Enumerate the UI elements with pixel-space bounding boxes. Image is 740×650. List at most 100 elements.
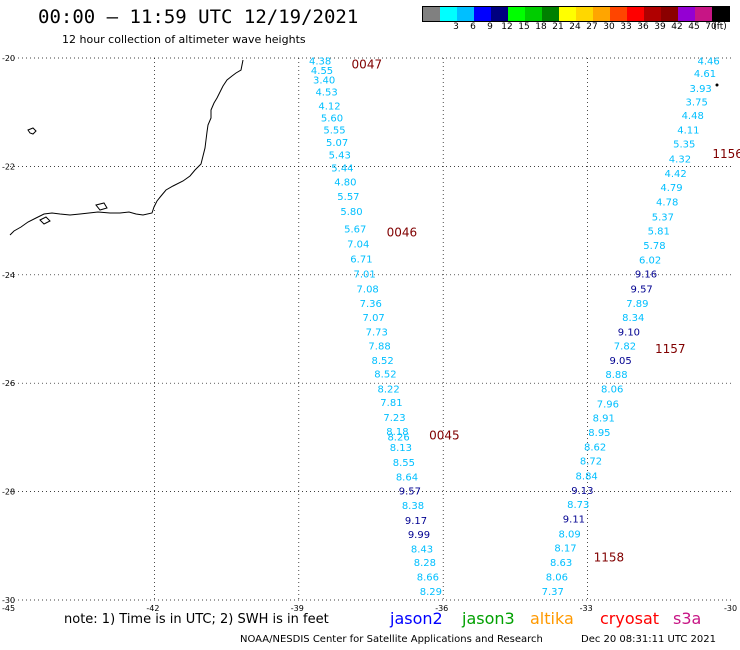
color-scale-legend <box>422 6 730 22</box>
wave-height-value: 5.60 <box>321 114 343 125</box>
wave-height-value: 9.11 <box>563 515 585 526</box>
wave-height-value: 3.93 <box>690 84 712 95</box>
wave-height-value: 8.28 <box>414 558 436 569</box>
wave-height-value: 9.10 <box>618 328 640 339</box>
wave-height-value: 8.18 <box>386 427 408 438</box>
wave-height-value: 5.80 <box>340 207 362 218</box>
wave-height-value: 8.34 <box>622 313 644 324</box>
coastline <box>9 59 244 236</box>
pass-time-label: 0046 <box>387 225 418 239</box>
pass-time-label: 1157 <box>655 342 686 356</box>
lon-tick-label: -36 <box>435 604 448 613</box>
wave-height-value: 7.23 <box>383 413 405 424</box>
wave-height-value: 8.95 <box>588 428 610 439</box>
wave-height-value: 5.57 <box>337 192 359 203</box>
wave-height-value: 8.91 <box>593 413 615 424</box>
lon-tick-label: -42 <box>146 604 159 613</box>
wave-height-value: 3.40 <box>313 76 335 87</box>
altimeter-track-west: 4.384.553.404.53 4.125.605.555.075.43 5.44… <box>309 57 460 598</box>
wave-height-value: 8.66 <box>417 573 439 584</box>
wave-height-value: 5.55 <box>323 126 345 137</box>
wave-height-value: 5.07 <box>326 138 348 149</box>
legend-label: 12 <box>501 22 513 32</box>
lon-tick-label: -39 <box>291 604 304 613</box>
wave-height-value: 8.63 <box>550 558 572 569</box>
wave-height-value: 5.35 <box>673 140 695 151</box>
wave-height-value: 7.04 <box>347 239 369 250</box>
wave-height-value: 9.57 <box>631 284 653 295</box>
legend-swatch <box>678 7 695 21</box>
satellite-jason2: jason2 <box>390 609 443 628</box>
lon-tick-label: -33 <box>580 604 593 613</box>
legend-label: 42 <box>671 22 683 32</box>
wave-height-value: 7.08 <box>357 284 379 295</box>
altimeter-track-east: 4.464.61 3.93 3.75 4.48 4.11 5.35 4.32 4.42 4.79… <box>542 55 740 598</box>
wave-height-value: 4.61 <box>694 69 716 80</box>
legend-unit: (ft) <box>713 22 727 32</box>
axis-tick-labels: -20-22-24-26-28-30-45 -42 -39 -36 -33 -30 <box>2 54 737 613</box>
wave-height-value: 4.46 <box>698 57 720 68</box>
wave-height-value: 8.62 <box>584 443 606 454</box>
wave-height-value: 4.38 <box>309 57 331 68</box>
coastline-path <box>9 59 244 236</box>
wave-height-value: 4.32 <box>669 154 691 165</box>
satellite-s3a: s3a <box>673 609 702 628</box>
wave-height-value: 8.38 <box>402 501 424 512</box>
wave-height-value: 4.53 <box>315 88 337 99</box>
wave-height-value: 7.88 <box>368 341 390 352</box>
legend-label: 9 <box>487 22 493 32</box>
generated-time: Dec 20 08:31:11 UTC 2021 <box>581 634 716 645</box>
wave-height-value: 9.16 <box>635 270 657 281</box>
legend-swatch <box>610 7 627 21</box>
legend-swatch <box>542 7 559 21</box>
wave-height-value: 7.01 <box>353 270 375 281</box>
wave-height-value: 5.67 <box>344 225 366 236</box>
lon-tick-label: -30 <box>724 604 737 613</box>
wave-height-value: 9.99 <box>408 530 430 541</box>
wave-height-value: 7.37 <box>542 587 564 598</box>
legend-swatch <box>423 7 440 21</box>
wave-height-value: 5.81 <box>648 226 670 237</box>
coastline-lagoon <box>95 202 108 211</box>
wave-height-value: 9.17 <box>405 516 427 527</box>
lat-tick-label: -22 <box>2 162 15 171</box>
lat-tick-label: -26 <box>2 379 15 388</box>
credit-line: NOAA/NESDIS Center for Satellite Applica… <box>240 634 543 645</box>
legend-swatch <box>440 7 457 21</box>
wave-height-value: 4.48 <box>682 111 704 122</box>
lat-tick-label: -20 <box>2 54 15 63</box>
wave-height-value: 8.72 <box>580 457 602 468</box>
wave-height-value: 8.64 <box>396 472 418 483</box>
coastline-island <box>27 127 37 135</box>
wave-height-value: 5.43 <box>329 150 351 161</box>
satellite-cryosat: cryosat <box>600 609 660 628</box>
wave-height-value: 8.17 <box>554 543 576 554</box>
wave-height-value: 7.82 <box>614 341 636 352</box>
wave-height-value: 4.55 <box>311 66 333 77</box>
legend-label: 21 <box>552 22 564 32</box>
wave-height-value: 8.84 <box>576 471 598 482</box>
wave-height-value: 5.37 <box>652 212 674 223</box>
wave-height-value: 3.75 <box>686 97 708 108</box>
wave-height-value: 9.13 <box>571 486 593 497</box>
wave-height-value: 6.02 <box>639 256 661 267</box>
legend-swatch <box>712 7 729 21</box>
wave-height-value: 7.96 <box>597 399 619 410</box>
wave-height-value: 7.81 <box>380 398 402 409</box>
legend-swatch <box>508 7 525 21</box>
legend-label: 24 <box>569 22 581 32</box>
wave-height-value: 4.12 <box>318 102 340 113</box>
legend-label: 15 <box>518 22 530 32</box>
legend-label: 70 <box>705 22 717 32</box>
pass-time-label: 0047 <box>352 57 383 71</box>
lat-tick-label: -24 <box>2 271 15 280</box>
legend-label: 36 <box>637 22 649 32</box>
legend-swatch <box>491 7 508 21</box>
coastline-inlet <box>39 216 51 225</box>
wave-height-value: 4.42 <box>665 169 687 180</box>
lat-tick-label: -30 <box>2 596 15 605</box>
satellite-altika: altika <box>530 609 574 628</box>
wave-height-value: 8.52 <box>371 356 393 367</box>
wave-height-value: 8.06 <box>601 385 623 396</box>
